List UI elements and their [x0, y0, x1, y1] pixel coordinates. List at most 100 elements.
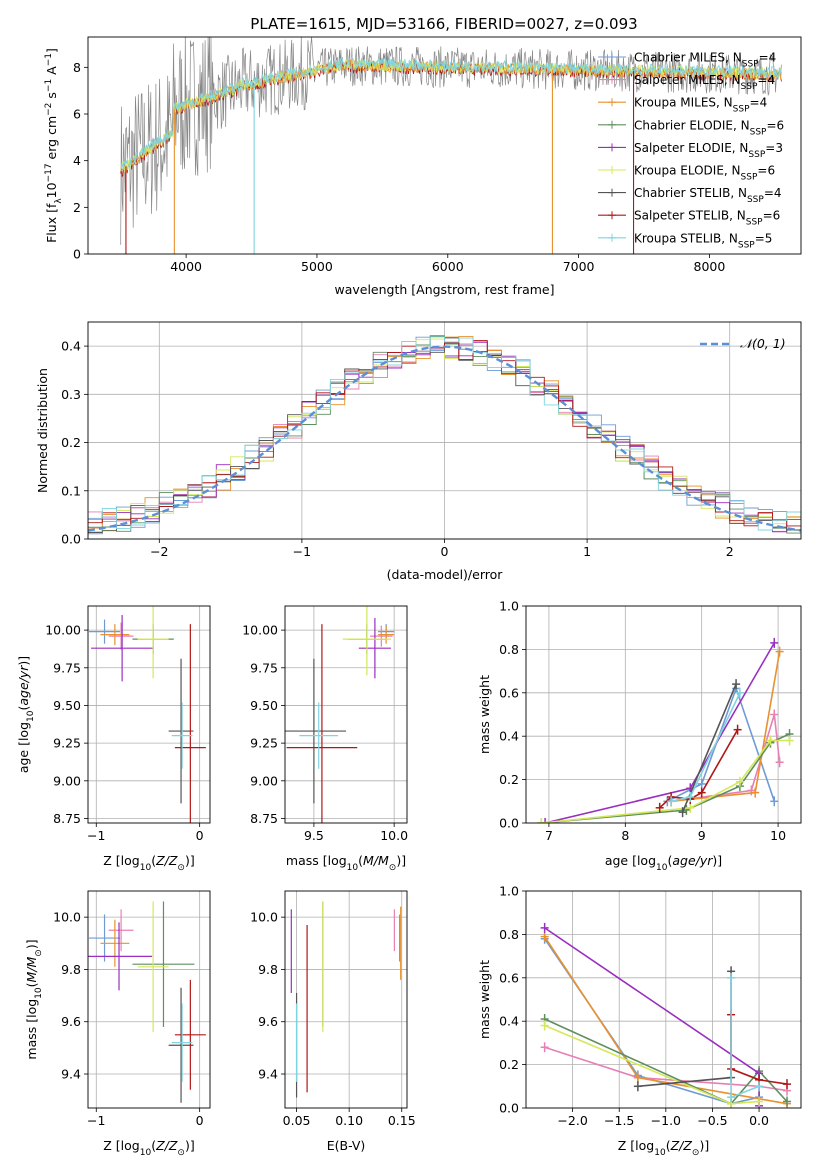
- plot-area: [285, 606, 395, 823]
- y-tick-label: 0.2: [499, 1057, 519, 1072]
- normal-pdf-line: [88, 345, 801, 532]
- legend: Chabrier MILES, NSSP=4 Salpeter MILES, NS…: [598, 51, 784, 250]
- panel-age_vs_Z: −1 0 8.75 9.00 9.25 9.50 9.75 10.00 Z [log10(Z/Z…: [16, 605, 211, 873]
- x-tick-label: −2.0: [557, 1113, 587, 1128]
- y-tick-label: 9.00: [250, 773, 278, 788]
- axes-frame: [284, 605, 408, 824]
- axes-frame: [87, 321, 802, 540]
- panel-age_vs_mass: 9.5 10.0 8.75 9.00 9.25 9.50 9.75 10.00 mass [lo…: [242, 605, 408, 873]
- panel-mass_vs_EBV: 0.05 0.10 0.15 9.4 9.6 9.8 10.0 E(B-V): [250, 890, 416, 1153]
- plot-area: [290, 901, 402, 1098]
- x-axis-label: E(B-V): [327, 1138, 366, 1153]
- x-axis-label: Z [log10(Z/Z⊙)]: [103, 1138, 194, 1158]
- y-tick-label: 4: [73, 153, 81, 168]
- x-tick-label: 7: [545, 828, 553, 843]
- x-axis-label: Z [log10(Z/Z⊙)]: [618, 1138, 709, 1158]
- y-tick-label: 6: [73, 107, 81, 122]
- y-axis-label: mass weight: [477, 675, 492, 754]
- y-tick-label: 0: [73, 247, 81, 262]
- plot-area: [88, 334, 801, 538]
- legend-label: Chabrier STELIB, NSSP=4: [634, 186, 782, 205]
- x-tick-label: 8000: [694, 259, 726, 274]
- panel-spectrum: 4000 5000 6000 7000 8000 0 2 4 6 8 wavelength [Ang…: [44, 36, 802, 297]
- y-tick-label: 9.75: [250, 660, 278, 675]
- legend-label: Chabrier ELODIE, NSSP=6: [634, 118, 784, 137]
- x-tick-label: 7000: [563, 259, 595, 274]
- y-tick-label: 0.0: [499, 816, 519, 831]
- y-tick-label: 9.50: [250, 698, 278, 713]
- y-tick-label: 9.50: [53, 698, 81, 713]
- x-tick-label: 9.5: [304, 828, 324, 843]
- y-tick-label: 2: [73, 200, 81, 215]
- spectrum-model-line: [120, 56, 782, 171]
- weight-series-line: [637, 971, 732, 1088]
- y-tick-label: 0.4: [499, 729, 519, 744]
- plot-area: [537, 637, 794, 823]
- y-tick-label: 0.8: [499, 642, 519, 657]
- y-tick-label: 9.4: [61, 1067, 81, 1082]
- x-tick-label: 10.0: [380, 828, 408, 843]
- y-tick-label: 0.1: [61, 483, 81, 498]
- y-tick-label: 9.6: [258, 1014, 278, 1029]
- x-tick-label: 0: [196, 828, 204, 843]
- legend-label: 𝒩(0, 1): [740, 336, 786, 351]
- plot-area: [88, 901, 206, 1103]
- y-tick-label: 1.0: [499, 884, 519, 899]
- y-tick-label: 0.2: [499, 772, 519, 787]
- x-tick-label: 0.0: [749, 1113, 769, 1128]
- weight-series-line: [541, 739, 790, 823]
- y-tick-label: 8.75: [250, 811, 278, 826]
- y-tick-label: 8.75: [53, 811, 81, 826]
- y-axis-label: Normed distribution: [35, 368, 50, 493]
- weight-series-line: [730, 977, 760, 1099]
- y-tick-label: 9.8: [61, 962, 81, 977]
- spectrum-data-line: [120, 37, 782, 245]
- panel-mass_weight_vs_Z: −2.0 −1.5 −1.0 −0.5 0.0 0.0 0.2 0.4 0.6 0.8 1.0 Z […: [477, 884, 802, 1158]
- y-tick-label: 8: [73, 60, 81, 75]
- legend-label: Chabrier MILES, NSSP=4: [634, 51, 776, 70]
- y-tick-label: 9.00: [53, 773, 81, 788]
- axes-frame: [87, 890, 211, 1109]
- legend-label: Kroupa MILES, NSSP=4: [634, 96, 767, 115]
- x-axis-label: age [log10(age/yr)]: [605, 853, 722, 873]
- panel-mass_vs_Z: −1 0 9.4 9.6 9.8 10.0 Z [log10(Z/Z⊙)] mass [log…: [24, 890, 211, 1158]
- x-tick-label: −1: [87, 1113, 105, 1128]
- panel-mass_weight_vs_age: 7 8 9 10 0.0 0.2 0.4 0.6 0.8 1.0 age [log10(age/yr…: [477, 599, 802, 873]
- axes-frame: [87, 36, 802, 255]
- y-tick-label: 9.25: [53, 736, 81, 751]
- x-axis-label: wavelength [Angstrom, rest frame]: [334, 282, 554, 297]
- x-tick-label: 6000: [432, 259, 464, 274]
- y-axis-label: age [log10(age/yr)]: [16, 656, 36, 773]
- y-tick-label: 9.25: [250, 736, 278, 751]
- y-axis-label: mass [log10(M/M⊙)]: [24, 939, 44, 1059]
- legend-label: Salpeter MILES, NSSP=4: [634, 73, 775, 92]
- plot-area: [540, 922, 792, 1108]
- x-tick-label: −0.5: [697, 1113, 727, 1128]
- y-tick-label: 9.4: [258, 1067, 278, 1082]
- y-tick-label: 1.0: [499, 599, 519, 614]
- y-tick-label: 9.6: [61, 1014, 81, 1029]
- legend-label: Kroupa STELIB, NSSP=5: [634, 231, 772, 250]
- x-tick-label: 10: [770, 828, 786, 843]
- y-tick-label: 0.6: [499, 685, 519, 700]
- plot-area: [120, 37, 782, 254]
- x-tick-label: 0.05: [283, 1113, 311, 1128]
- axes-frame: [87, 605, 211, 824]
- y-tick-label: 9.75: [53, 660, 81, 675]
- figure-title: PLATE=1615, MJD=53166, FIBERID=0027, z=0…: [250, 15, 637, 33]
- y-tick-label: 0.4: [499, 1014, 519, 1029]
- axes-frame: [284, 890, 408, 1109]
- legend-label: Salpeter ELODIE, NSSP=3: [634, 141, 783, 160]
- y-tick-label: 0.6: [499, 970, 519, 985]
- x-tick-label: −2: [150, 544, 168, 559]
- x-tick-label: −1.0: [651, 1113, 681, 1128]
- y-tick-label: 10.00: [242, 623, 278, 638]
- x-tick-label: −1.5: [604, 1113, 634, 1128]
- x-axis-label: Z [log10(Z/Z⊙)]: [103, 853, 194, 873]
- x-tick-label: 0.10: [335, 1113, 363, 1128]
- y-axis-label: mass weight: [477, 960, 492, 1039]
- y-tick-label: 10.0: [53, 910, 81, 925]
- x-tick-label: 4000: [170, 259, 202, 274]
- x-tick-label: 0: [196, 1113, 204, 1128]
- weight-series-line: [666, 686, 776, 803]
